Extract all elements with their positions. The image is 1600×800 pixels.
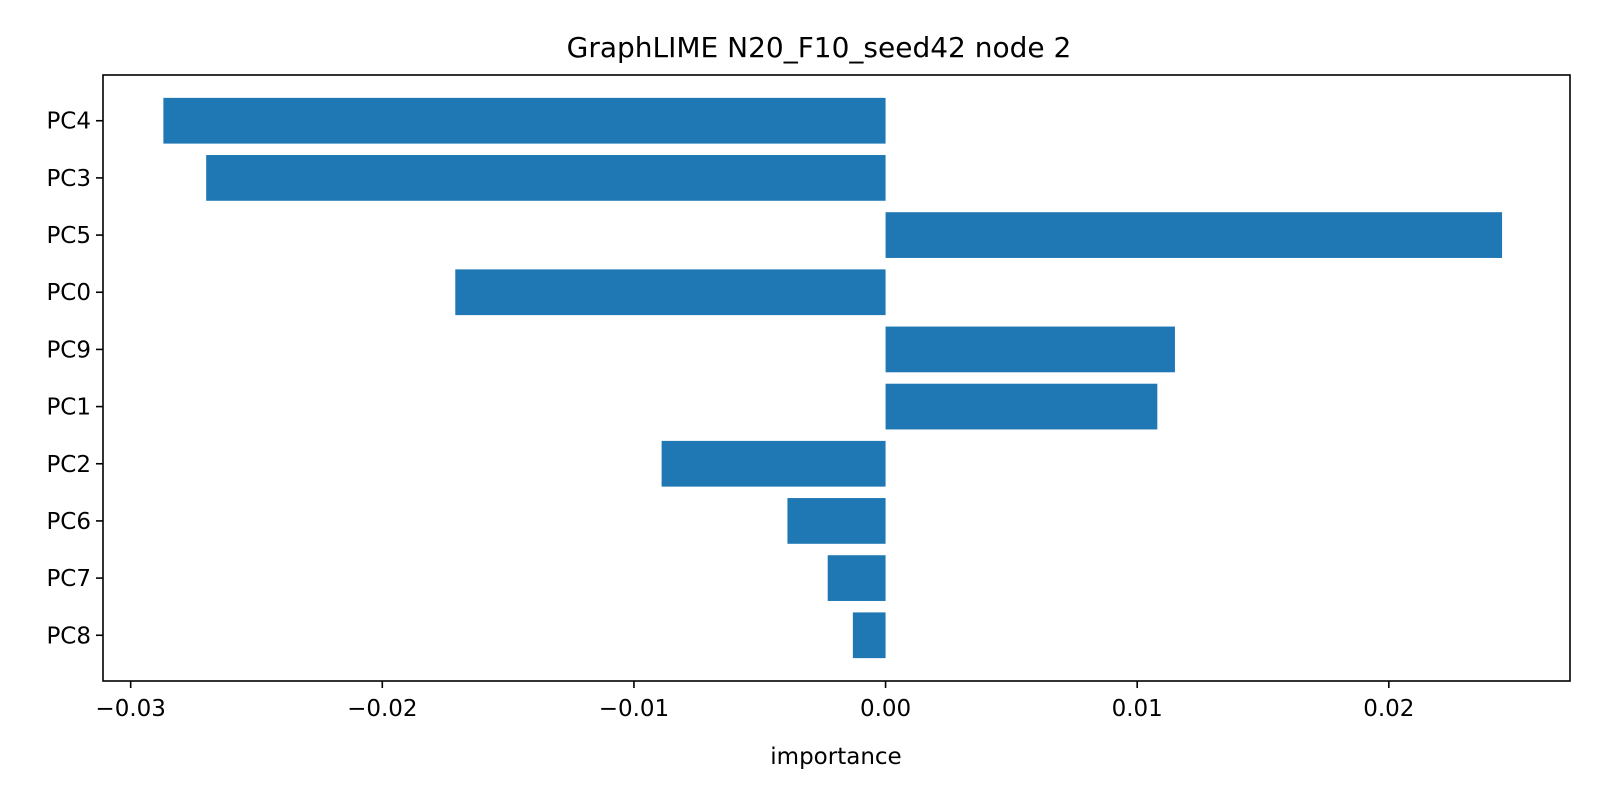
y-tick-label: PC3 <box>46 166 91 192</box>
y-tick-label: PC6 <box>46 509 91 535</box>
y-tick-label: PC9 <box>46 337 91 363</box>
bar-pc5 <box>885 212 1503 258</box>
y-tick-label: PC2 <box>46 452 91 478</box>
bar-pc3 <box>206 155 886 201</box>
y-tick-label: PC5 <box>46 223 91 249</box>
bar-pc6 <box>787 498 886 544</box>
y-axis: PC4 PC3 PC5 PC0 PC9 PC1 PC2 PC6 PC7 PC8 <box>46 109 103 649</box>
bar-pc7 <box>827 555 886 601</box>
chart-title: GraphLIME N20_F10_seed42 node 2 <box>567 31 1072 64</box>
y-tick-label: PC0 <box>46 280 91 306</box>
bar-pc1 <box>885 383 1158 430</box>
x-tick-label: −0.03 <box>95 696 165 722</box>
bar-pc0 <box>455 269 886 316</box>
bar-pc4 <box>163 97 886 144</box>
bars-layer <box>163 97 1503 659</box>
x-tick-label: −0.01 <box>599 696 669 722</box>
x-axis: −0.03 −0.02 −0.01 0.00 0.01 0.02 <box>95 681 1414 722</box>
x-tick-label: 0.00 <box>860 696 911 722</box>
y-tick-label: PC1 <box>46 395 91 421</box>
y-tick-label: PC7 <box>46 566 91 592</box>
x-tick-label: −0.02 <box>347 696 417 722</box>
bar-pc2 <box>661 440 886 487</box>
bar-pc8 <box>852 612 886 659</box>
x-tick-label: 0.02 <box>1363 696 1414 722</box>
x-tick-label: 0.01 <box>1112 696 1163 722</box>
x-axis-label: importance <box>770 744 901 770</box>
plot-frame <box>102 74 1571 682</box>
bar-pc9 <box>885 326 1175 373</box>
y-tick-label: PC8 <box>46 623 91 649</box>
y-tick-label: PC4 <box>46 109 91 135</box>
